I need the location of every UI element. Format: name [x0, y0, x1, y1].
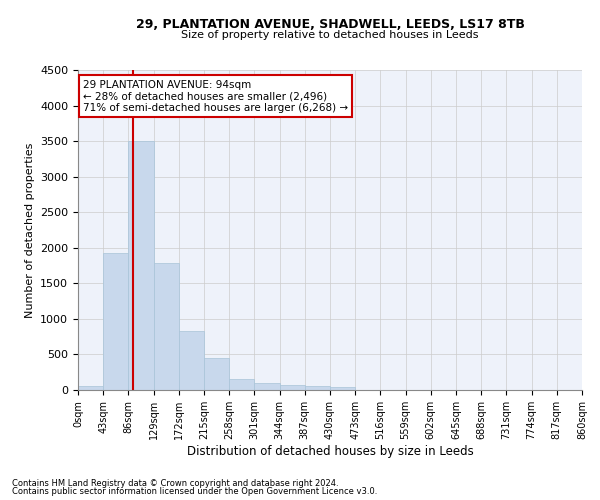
- Bar: [103, 254, 128, 390]
- Bar: [179, 331, 204, 390]
- Bar: [78, 386, 103, 390]
- Text: 29 PLANTATION AVENUE: 94sqm
← 28% of detached houses are smaller (2,496)
71% of : 29 PLANTATION AVENUE: 94sqm ← 28% of det…: [83, 80, 348, 113]
- Text: Contains public sector information licensed under the Open Government Licence v3: Contains public sector information licen…: [12, 487, 377, 496]
- Bar: [154, 262, 179, 390]
- Y-axis label: Number of detached properties: Number of detached properties: [25, 142, 35, 318]
- Bar: [254, 383, 280, 390]
- Text: Contains HM Land Registry data © Crown copyright and database right 2024.: Contains HM Land Registry data © Crown c…: [12, 478, 338, 488]
- Text: Size of property relative to detached houses in Leeds: Size of property relative to detached ho…: [181, 30, 479, 40]
- Bar: [229, 378, 254, 390]
- Bar: [204, 358, 229, 390]
- Text: 29, PLANTATION AVENUE, SHADWELL, LEEDS, LS17 8TB: 29, PLANTATION AVENUE, SHADWELL, LEEDS, …: [136, 18, 524, 30]
- Bar: [305, 386, 330, 390]
- Bar: [330, 387, 355, 390]
- Bar: [280, 385, 305, 390]
- Bar: [128, 141, 154, 390]
- X-axis label: Distribution of detached houses by size in Leeds: Distribution of detached houses by size …: [187, 444, 473, 458]
